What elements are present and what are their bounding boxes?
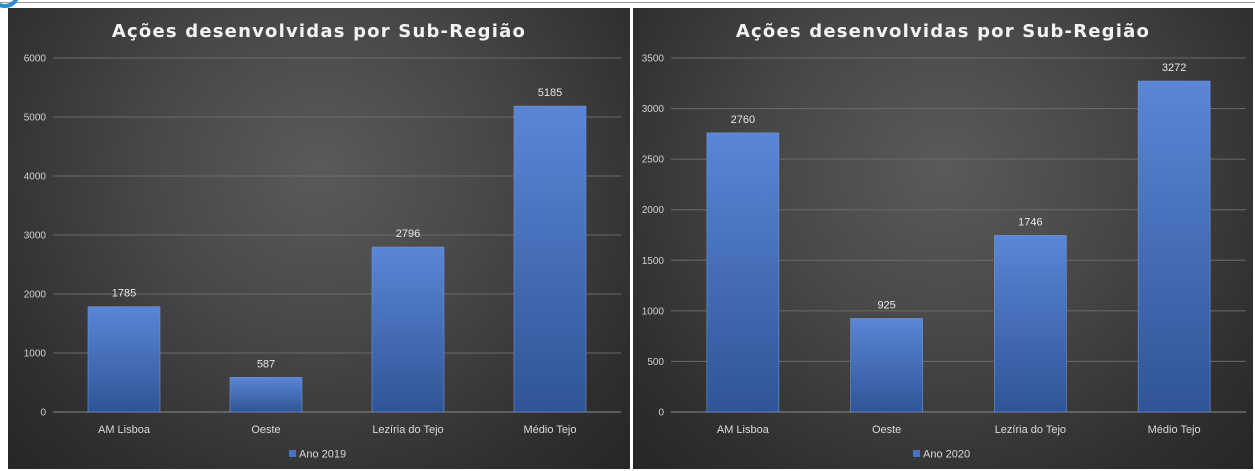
legend-swatch <box>289 450 296 457</box>
y-tick-label: 5000 <box>24 113 47 124</box>
y-tick-label: 2500 <box>642 155 665 166</box>
data-label: 587 <box>257 358 275 370</box>
y-tick-label: 6000 <box>24 54 47 65</box>
bar-lez-ria-do-tejo <box>994 235 1067 413</box>
bar-m-dio-tejo <box>513 105 587 413</box>
bar-lez-ria-do-tejo <box>371 246 445 413</box>
y-tick-label: 2000 <box>642 205 665 216</box>
bar-am-lisboa <box>706 132 780 413</box>
data-label: 1785 <box>112 288 136 300</box>
y-tick-label: 3000 <box>642 104 665 115</box>
legend: Ano 2020 <box>913 449 970 461</box>
logo-icon <box>0 0 24 10</box>
y-tick-label: 0 <box>40 408 46 419</box>
data-label: 2796 <box>396 228 420 240</box>
x-category-label: Lezíria do Tejo <box>995 424 1066 436</box>
y-tick-label: 1000 <box>642 306 665 317</box>
legend: Ano 2019 <box>289 449 346 461</box>
x-category-label: Oeste <box>251 424 280 436</box>
chart-title: Ações desenvolvidas por Sub-Região <box>736 21 1150 42</box>
top-divider <box>0 2 1255 3</box>
x-category-label: AM Lisboa <box>98 424 151 436</box>
bar-oeste <box>850 318 923 413</box>
bar-oeste <box>229 377 303 413</box>
x-category-label: Médio Tejo <box>524 424 577 436</box>
data-label: 3272 <box>1162 62 1186 74</box>
data-label: 925 <box>877 299 895 311</box>
bar-am-lisboa <box>87 306 161 413</box>
y-tick-label: 3000 <box>24 231 47 242</box>
x-category-label: AM Lisboa <box>717 424 770 436</box>
legend-label: Ano 2020 <box>923 449 970 461</box>
y-tick-label: 4000 <box>24 172 47 183</box>
chart-2020: Ações desenvolvidas por Sub-Região 0 500 10… <box>642 21 1246 461</box>
data-label: 2760 <box>731 114 755 126</box>
data-label: 1746 <box>1018 216 1042 228</box>
y-tick-label: 3500 <box>642 54 665 65</box>
chart-panel-2020: Ações desenvolvidas por Sub-Região 0 500 10… <box>633 8 1253 469</box>
x-category-label: Médio Tejo <box>1148 424 1201 436</box>
bar-m-dio-tejo <box>1137 80 1211 413</box>
data-label: 5185 <box>538 87 562 99</box>
chart-title: Ações desenvolvidas por Sub-Região <box>112 21 526 42</box>
y-tick-label: 1500 <box>642 256 665 267</box>
legend-swatch <box>913 450 920 457</box>
x-category-label: Oeste <box>872 424 901 436</box>
chart-2019: Ações desenvolvidas por Sub-Região 0 1000 2… <box>24 21 621 461</box>
legend-label: Ano 2019 <box>299 449 346 461</box>
x-category-label: Lezíria do Tejo <box>372 424 443 436</box>
y-tick-label: 2000 <box>24 290 47 301</box>
y-tick-label: 500 <box>647 357 664 368</box>
chart-panel-2019: Ações desenvolvidas por Sub-Região 0 1000 2… <box>8 8 630 469</box>
y-tick-label: 1000 <box>24 349 47 360</box>
y-tick-label: 0 <box>658 408 664 419</box>
